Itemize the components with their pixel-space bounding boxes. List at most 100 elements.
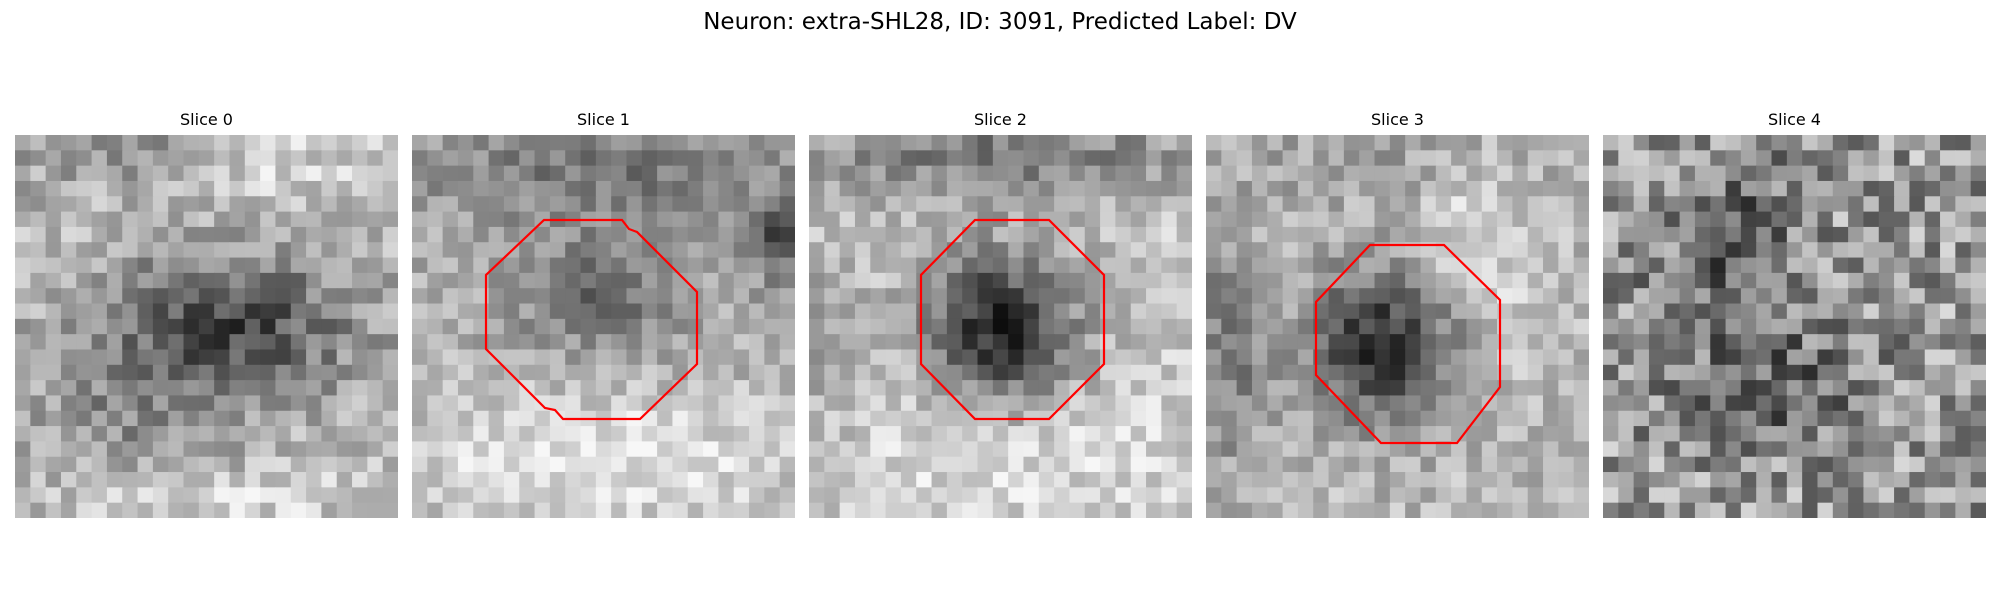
pixel [1741, 472, 1757, 488]
pixel [1848, 135, 1864, 151]
pixel [809, 457, 825, 473]
pixel [1940, 166, 1956, 182]
pixel [306, 426, 322, 442]
pixel [1298, 319, 1314, 335]
pixel [1894, 212, 1910, 228]
pixel [1177, 212, 1192, 228]
pixel [1634, 258, 1650, 274]
pixel [519, 380, 535, 396]
pixel [1802, 242, 1818, 258]
pixel [1894, 426, 1910, 442]
pixel [947, 349, 963, 365]
pixel [1787, 150, 1803, 166]
pixel [718, 472, 734, 488]
pixel [535, 273, 551, 289]
pixel [1863, 319, 1879, 335]
pixel [947, 273, 963, 289]
pixel [565, 258, 581, 274]
pixel [780, 288, 795, 304]
pixel [383, 288, 398, 304]
pixel [1833, 150, 1849, 166]
pixel [780, 150, 795, 166]
pixel [1100, 472, 1116, 488]
pixel [1558, 242, 1574, 258]
pixel [1772, 380, 1788, 396]
pixel [1710, 135, 1726, 151]
pixel [672, 365, 688, 381]
pixel [199, 258, 215, 274]
pixel [245, 426, 261, 442]
pixel [1618, 242, 1634, 258]
pixel [1512, 426, 1528, 442]
pixel [260, 334, 276, 350]
pixel [642, 426, 658, 442]
pixel [76, 334, 92, 350]
pixel [489, 319, 505, 335]
pixel [92, 380, 108, 396]
pixel [473, 166, 489, 182]
pixel [1039, 196, 1055, 212]
pixel [1252, 380, 1268, 396]
pixel [1252, 242, 1268, 258]
pixel [1558, 365, 1574, 381]
pixel [1298, 258, 1314, 274]
pixel [1252, 411, 1268, 427]
pixel [1512, 472, 1528, 488]
pixel [932, 227, 948, 243]
pixel [1375, 288, 1391, 304]
pixel [657, 227, 673, 243]
pixel [1772, 258, 1788, 274]
pixel [824, 487, 840, 503]
pixel [1772, 441, 1788, 457]
pixel [840, 181, 856, 197]
pixel [1359, 441, 1375, 457]
pixel [1955, 503, 1971, 518]
pixel [1772, 135, 1788, 151]
pixel [1634, 135, 1650, 151]
pixel [61, 304, 77, 320]
pixel [886, 334, 902, 350]
pixel [1039, 181, 1055, 197]
pixel [1177, 135, 1192, 151]
pixel [1237, 181, 1253, 197]
pixel [642, 304, 658, 320]
pixel [153, 472, 169, 488]
pixel [367, 487, 383, 503]
pixel [1618, 212, 1634, 228]
pixel [1710, 487, 1726, 503]
pixel [1512, 304, 1528, 320]
pixel [458, 166, 474, 182]
pixel [1603, 288, 1619, 304]
pixel [978, 349, 994, 365]
pixel [855, 227, 871, 243]
pixel [581, 365, 597, 381]
pixel [734, 380, 750, 396]
pixel [1221, 380, 1237, 396]
pixel [626, 395, 642, 411]
pixel [138, 196, 154, 212]
pixel [1008, 273, 1024, 289]
pixel [519, 334, 535, 350]
pixel [611, 288, 627, 304]
pixel [504, 487, 520, 503]
pixel [30, 380, 46, 396]
pixel [1772, 334, 1788, 350]
pixel [978, 304, 994, 320]
pixel [138, 472, 154, 488]
pixel [824, 242, 840, 258]
pixel [1695, 273, 1711, 289]
pixel [1085, 503, 1101, 518]
pixel [780, 365, 795, 381]
pixel [1955, 411, 1971, 427]
pixel [1177, 181, 1192, 197]
pixel [764, 288, 780, 304]
pixel [30, 472, 46, 488]
pixel [473, 150, 489, 166]
pixel [596, 273, 612, 289]
pixel [458, 181, 474, 197]
pixel [1466, 349, 1482, 365]
pixel [321, 426, 337, 442]
pixel [61, 273, 77, 289]
pixel [1221, 487, 1237, 503]
pixel [1894, 196, 1910, 212]
